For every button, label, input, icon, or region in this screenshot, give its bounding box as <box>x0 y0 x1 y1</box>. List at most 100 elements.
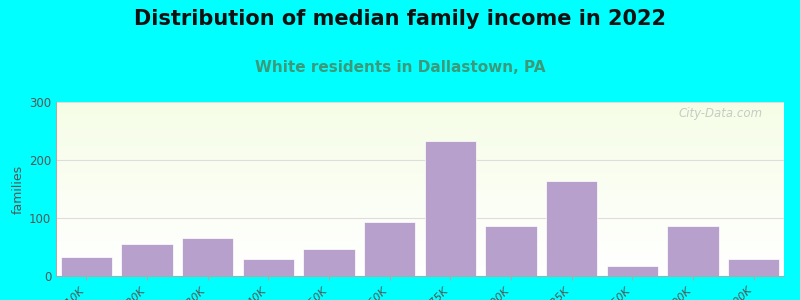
Bar <box>56 225 784 226</box>
Bar <box>56 114 784 115</box>
Bar <box>56 206 784 207</box>
Bar <box>56 125 784 126</box>
Bar <box>56 156 784 157</box>
Bar <box>56 207 784 208</box>
Bar <box>56 187 784 188</box>
Bar <box>56 258 784 259</box>
Bar <box>56 263 784 264</box>
Bar <box>56 111 784 112</box>
Bar <box>56 191 784 192</box>
Bar <box>56 151 784 152</box>
Bar <box>56 133 784 134</box>
Bar <box>56 196 784 197</box>
Bar <box>56 102 784 103</box>
Bar <box>56 158 784 159</box>
Bar <box>242 259 294 276</box>
Bar <box>56 190 784 191</box>
Bar <box>56 210 784 211</box>
Text: Distribution of median family income in 2022: Distribution of median family income in … <box>134 9 666 29</box>
Bar <box>56 233 784 234</box>
Bar <box>56 227 784 228</box>
Bar <box>56 251 784 252</box>
Bar <box>56 208 784 209</box>
Bar <box>56 257 784 258</box>
Bar <box>425 141 476 276</box>
Bar <box>486 226 537 276</box>
Bar <box>56 128 784 129</box>
Bar <box>56 155 784 156</box>
Bar <box>56 273 784 274</box>
Bar <box>56 230 784 231</box>
Bar <box>56 164 784 165</box>
Bar <box>56 195 784 196</box>
Bar <box>56 184 784 185</box>
Bar <box>56 245 784 246</box>
Bar <box>56 199 784 200</box>
Bar <box>56 254 784 255</box>
Bar <box>56 105 784 106</box>
Bar <box>56 152 784 153</box>
Bar <box>56 107 784 108</box>
Bar <box>56 183 784 184</box>
Bar <box>56 218 784 219</box>
Bar <box>56 234 784 235</box>
Bar <box>56 165 784 166</box>
Bar <box>56 117 784 118</box>
Bar <box>56 162 784 163</box>
Bar <box>56 204 784 205</box>
Bar <box>56 256 784 257</box>
Bar <box>56 188 784 189</box>
Bar <box>56 174 784 175</box>
Bar <box>56 148 784 149</box>
Bar <box>56 178 784 179</box>
Bar <box>56 192 784 193</box>
Bar <box>56 231 784 232</box>
Bar <box>56 126 784 127</box>
Bar <box>56 238 784 239</box>
Bar <box>56 116 784 117</box>
Bar <box>56 166 784 167</box>
Bar <box>56 264 784 265</box>
Bar <box>56 136 784 137</box>
Bar <box>56 238 784 239</box>
Bar <box>56 209 784 210</box>
Bar <box>56 182 784 183</box>
Bar <box>56 110 784 111</box>
Bar <box>56 242 784 243</box>
Bar <box>56 232 784 233</box>
Bar <box>56 229 784 230</box>
Bar <box>56 121 784 122</box>
Bar <box>56 145 784 146</box>
Bar <box>56 274 784 275</box>
Bar <box>56 169 784 170</box>
Bar <box>56 186 784 187</box>
Bar <box>56 261 784 262</box>
Bar <box>56 143 784 144</box>
Bar <box>56 220 784 221</box>
Bar <box>56 138 784 139</box>
Bar <box>56 154 784 155</box>
Bar <box>56 240 784 241</box>
Bar <box>56 270 784 271</box>
Bar <box>56 271 784 272</box>
Bar <box>56 239 784 240</box>
Bar <box>56 160 784 161</box>
Bar <box>56 175 784 176</box>
Bar <box>56 127 784 128</box>
Bar <box>364 222 415 276</box>
Bar <box>56 170 784 171</box>
Bar <box>56 146 784 147</box>
Bar <box>56 205 784 206</box>
Bar <box>667 226 718 276</box>
Bar <box>56 266 784 267</box>
Bar <box>56 132 784 133</box>
Bar <box>56 181 784 182</box>
Bar <box>56 194 784 195</box>
Bar <box>56 213 784 214</box>
Bar <box>56 137 784 138</box>
Bar <box>56 212 784 213</box>
Text: White residents in Dallastown, PA: White residents in Dallastown, PA <box>254 60 546 75</box>
Bar <box>56 193 784 194</box>
Bar <box>56 163 784 164</box>
Bar <box>56 248 784 249</box>
